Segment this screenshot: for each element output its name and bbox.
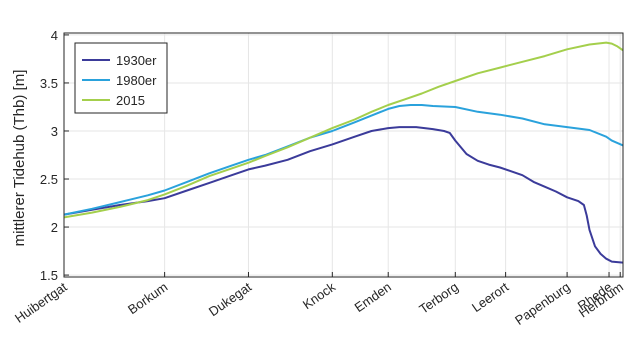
x-tick-label: Knock — [300, 279, 339, 312]
x-tick-label: Emden — [352, 279, 394, 315]
y-tick-label: 4 — [51, 28, 58, 43]
plot-frame — [63, 32, 624, 278]
x-tick-label: Papenburg — [512, 279, 573, 328]
y-axis-ticks: 1.5 2 2.5 3 3.5 4 — [40, 28, 69, 283]
series-lines — [63, 41, 624, 264]
legend-label-1930er: 1930er — [116, 53, 157, 68]
x-tick-label: Huibertgat — [12, 279, 70, 326]
legend-label-1980er: 1980er — [116, 73, 157, 88]
y-tick-label: 3 — [51, 124, 58, 139]
x-tick-label: Leerort — [469, 279, 512, 315]
legend: 1930er 1980er 2015 — [74, 42, 168, 114]
y-tick-label: 2.5 — [40, 172, 58, 187]
series-line-1930er — [63, 126, 624, 264]
y-tick-label: 1.5 — [40, 268, 58, 283]
x-axis-ticks: Huibertgat Borkum Dukegat Knock Emden Terborg… — [12, 272, 626, 328]
legend-box — [74, 42, 168, 114]
y-tick-label: 2 — [51, 220, 58, 235]
series-line-2015 — [63, 41, 624, 219]
x-tick-label: Dukegat — [206, 279, 255, 319]
x-tick-label: Borkum — [125, 279, 170, 317]
y-tick-label: 3.5 — [40, 76, 58, 91]
legend-label-2015: 2015 — [116, 93, 145, 108]
y-axis-label: mittlerer Tidehub (Thb) [m] — [11, 70, 28, 247]
series-line-1980er — [63, 104, 624, 216]
x-tick-label: Terborg — [416, 279, 461, 317]
